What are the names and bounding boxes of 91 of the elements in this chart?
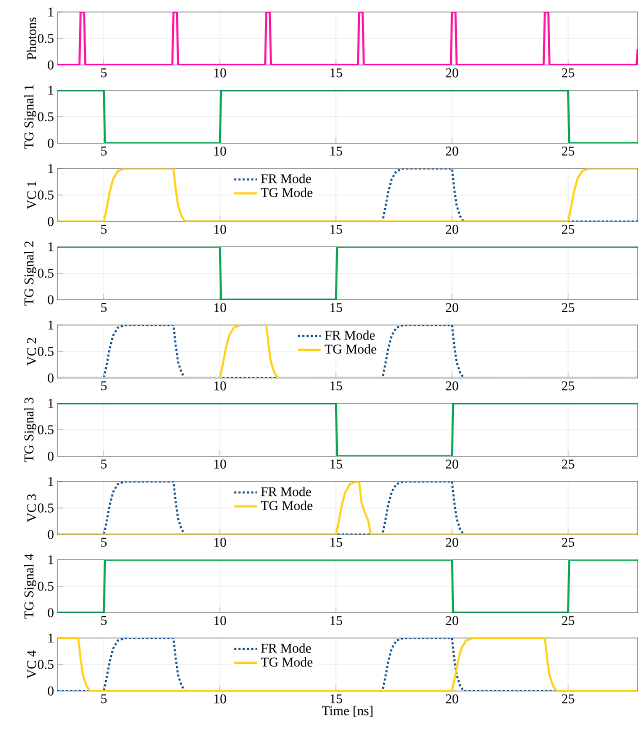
x-tick-label: 15	[330, 68, 342, 78]
legend-label: FR Mode	[261, 643, 311, 653]
x-tick-label: 10	[214, 68, 226, 78]
x-tick-label: 20	[446, 68, 458, 78]
y-tick-label: 1	[48, 320, 54, 330]
x-tick-label: 5	[101, 224, 107, 234]
legend-label: FR Mode	[261, 486, 311, 496]
line-series	[57, 168, 638, 222]
y-tick-label: 0	[48, 295, 54, 304]
x-tick-label: 25	[562, 616, 574, 626]
y-tick-label: 0.5	[38, 582, 54, 591]
x-tick-label: 5	[101, 146, 107, 156]
x-tick-label: 20	[446, 303, 458, 312]
y-tick-label: 0.5	[38, 190, 54, 200]
x-tick-label: 25	[562, 303, 574, 312]
y-tick-label: 0	[48, 374, 54, 382]
y-tick-label: 0	[48, 530, 54, 539]
x-tick-label: 20	[446, 460, 458, 469]
legend-label: TG Mode	[260, 500, 312, 510]
y-tick-label: 0.5	[38, 503, 54, 513]
x-tick-label: 15	[330, 224, 342, 234]
y-tick-label: 1	[48, 477, 54, 486]
y-tick-label: 1	[48, 86, 54, 95]
x-tick-label: 10	[214, 303, 226, 312]
x-tick-label: 10	[214, 616, 226, 626]
x-tick-label: 5	[101, 381, 107, 390]
x-tick-label: 15	[330, 381, 342, 390]
y-axis-title: TG Signal 4	[24, 554, 36, 619]
y-tick-label: 0	[48, 608, 54, 618]
y-axis-title: VC 2	[27, 338, 36, 366]
x-tick-label: 10	[214, 224, 226, 234]
x-tick-label: 20	[446, 616, 458, 626]
y-tick-label: 0.5	[38, 346, 54, 356]
x-tick-label: 5	[101, 460, 107, 468]
y-tick-label: 0	[48, 452, 54, 461]
y-tick-label: 1	[48, 8, 54, 16]
y-axis-title: VC 4	[27, 650, 36, 679]
x-tick-label: 20	[446, 538, 458, 547]
y-tick-label: 0.5	[38, 425, 54, 434]
y-axis-title: TG Signal 3	[24, 398, 36, 462]
x-tick-label: 15	[330, 616, 342, 626]
x-tick-label: 15	[330, 303, 342, 312]
x-tick-label: 5	[101, 616, 107, 625]
x-tick-label: 20	[446, 381, 458, 390]
x-tick-label: 15	[330, 538, 342, 547]
y-axis-title: TG Signal 1	[24, 84, 36, 150]
x-tick-label: 5	[101, 694, 107, 704]
y-tick-label: 0.5	[38, 268, 54, 278]
x-tick-label: 5	[101, 303, 107, 312]
legend-label: FR Mode	[261, 174, 311, 184]
x-tick-label: 25	[562, 224, 574, 234]
y-axis-title: TG Signal 2	[24, 241, 36, 306]
x-tick-label: 5	[101, 538, 107, 547]
y-axis-title: VC 3	[27, 494, 36, 522]
y-tick-label: 1	[48, 164, 54, 173]
y-tick-label: 0	[48, 217, 54, 226]
x-tick-label: 10	[214, 460, 226, 469]
y-tick-label: 0	[48, 60, 54, 70]
x-tick-label: 20	[446, 224, 458, 234]
x-tick-label: 10	[214, 381, 226, 390]
y-tick-label: 1	[48, 634, 54, 642]
x-tick-label: 20	[446, 694, 458, 704]
legend-label: FR Mode	[324, 330, 375, 340]
x-tick-label: 10	[214, 146, 226, 156]
x-tick-label: 25	[562, 381, 574, 390]
x-tick-label: 25	[562, 146, 574, 156]
legend-label: TG Mode	[324, 344, 376, 354]
x-tick-label: 25	[562, 68, 574, 78]
y-tick-label: 0.5	[38, 34, 54, 44]
x-tick-label: 25	[562, 460, 574, 469]
legend-label: TG Mode	[260, 657, 312, 667]
y-tick-label: 0	[48, 138, 54, 148]
y-tick-label: 0	[48, 686, 54, 696]
x-axis-title: Time [ns]	[322, 706, 372, 717]
x-tick-label: 10	[214, 538, 226, 547]
x-tick-label: 20	[446, 146, 458, 156]
x-tick-label: 5	[101, 68, 107, 78]
y-tick-label: 1	[48, 555, 54, 564]
legend-label: TG Mode	[260, 188, 312, 198]
x-tick-label: 15	[330, 694, 342, 704]
y-axis-title: Photons	[26, 17, 36, 60]
y-tick-label: 1	[48, 242, 54, 252]
x-tick-label: 25	[562, 538, 574, 547]
x-tick-label: 15	[330, 460, 342, 469]
x-tick-label: 15	[330, 146, 342, 156]
y-tick-label: 0.5	[38, 112, 54, 122]
y-tick-label: 0.5	[38, 660, 54, 670]
x-tick-label: 10	[214, 694, 226, 704]
y-tick-label: 1	[48, 398, 54, 408]
y-axis-title: VC 1	[27, 182, 36, 210]
x-tick-label: 25	[562, 694, 574, 704]
